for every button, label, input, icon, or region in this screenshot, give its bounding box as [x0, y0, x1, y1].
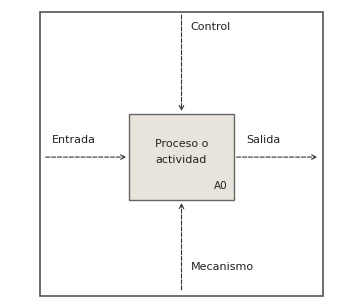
Text: Proceso o: Proceso o: [155, 139, 208, 149]
Text: A0: A0: [214, 181, 228, 191]
Text: Mecanismo: Mecanismo: [191, 262, 254, 272]
Text: Salida: Salida: [246, 135, 281, 145]
Text: Entrada: Entrada: [52, 135, 96, 145]
Bar: [129, 114, 234, 200]
Text: Control: Control: [191, 22, 231, 31]
Text: actividad: actividad: [156, 155, 207, 165]
